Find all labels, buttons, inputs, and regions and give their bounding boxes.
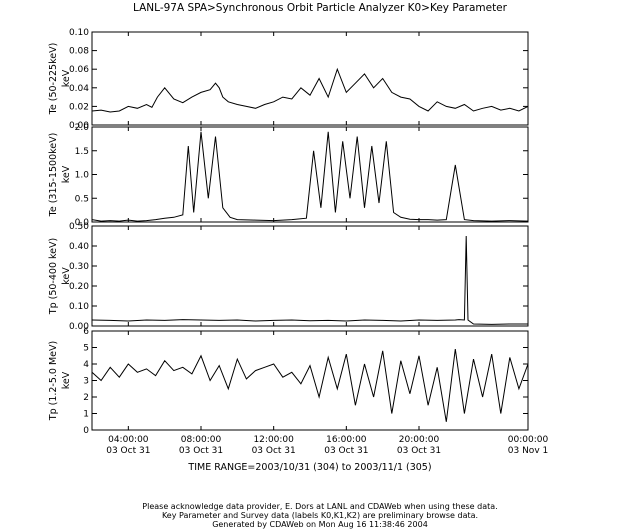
y-tick-label: 1 <box>83 410 89 420</box>
y-tick-label: 0.0 <box>75 218 90 228</box>
y-tick-label: 0.10 <box>69 28 89 38</box>
y-tick-label: 0.00 <box>69 121 89 131</box>
y-axis-unit: keV <box>61 69 72 87</box>
panel-2: 0.0 0.5 1.0 1.5 2.0 Te (315-1500keV) keV <box>48 123 529 228</box>
panel-4: 0 1 2 3 4 5 6 Tp (1.2-5.0 MeV) keV <box>48 327 529 436</box>
y-axis-label: Te (315-1500keV) <box>48 133 59 218</box>
x-tick-date-label: 03 Oct 31 <box>397 446 441 456</box>
y-tick-label: 0.04 <box>69 84 89 94</box>
y-tick-label: 1.0 <box>75 171 90 181</box>
data-series-line <box>91 131 529 222</box>
panel-3: 0.00 0.10 0.20 0.30 0.40 0.50 Tp (50-400 keV) k… <box>48 222 529 332</box>
y-tick-label: 5 <box>83 344 89 354</box>
x-tick-date-label: 03 Oct 31 <box>106 446 150 456</box>
y-tick-label: 0 <box>83 426 89 436</box>
y-tick-label: 0.10 <box>69 302 89 312</box>
x-tick-date-label: 03 Oct 31 <box>179 446 223 456</box>
y-tick-label: 0.08 <box>69 47 89 57</box>
x-tick-date-label: 03 Oct 31 <box>252 446 296 456</box>
x-tick-time-label: 00:00:00 <box>508 435 549 445</box>
y-tick-label: 3 <box>83 377 89 387</box>
footer-line-1: Please acknowledge data provider, E. Dor… <box>142 502 497 511</box>
y-tick-label: 0.30 <box>69 262 89 272</box>
y-tick-label: 0.00 <box>69 322 89 332</box>
y-tick-label: 0.50 <box>69 222 89 232</box>
y-axis-label: Te (50-225keV) <box>48 43 59 116</box>
y-tick-label: 0.20 <box>69 282 89 292</box>
x-tick-time-label: 20:00:00 <box>399 435 440 445</box>
x-tick-date-label: 03 Nov 1 <box>508 446 548 456</box>
data-series-line <box>91 67 529 113</box>
x-tick-time-label: 04:00:00 <box>108 435 149 445</box>
data-series-line <box>91 349 529 422</box>
x-tick-date-label: 03 Oct 31 <box>324 446 368 456</box>
x-tick-time-label: 16:00:00 <box>326 435 367 445</box>
y-axis-unit: keV <box>61 371 72 389</box>
y-axis-label: Tp (1.2-5.0 MeV) <box>48 341 59 421</box>
y-tick-label: 2 <box>83 393 89 403</box>
footer-line-2: Key Parameter and Survey data (labels K0… <box>162 511 478 520</box>
x-tick-time-label: 08:00:00 <box>181 435 222 445</box>
y-tick-label: 0.06 <box>69 65 89 75</box>
y-axis-unit: keV <box>61 165 72 183</box>
y-tick-label: 0.02 <box>69 102 89 112</box>
y-tick-label: 1.5 <box>75 147 89 157</box>
y-tick-label: 0.5 <box>75 194 89 204</box>
chart-title: LANL-97A SPA>Synchronous Orbit Particle … <box>133 2 508 14</box>
y-tick-label: 0.40 <box>69 242 89 252</box>
y-tick-label: 4 <box>83 360 89 370</box>
data-series-line <box>91 235 528 325</box>
y-axis-label: Tp (50-400 keV) <box>48 238 59 315</box>
y-tick-label: 2.0 <box>75 123 90 133</box>
x-tick-time-label: 12:00:00 <box>253 435 294 445</box>
y-tick-label: 6 <box>83 327 89 337</box>
footer-line-3: Generated by CDAWeb on Mon Aug 16 11:38:… <box>212 520 428 529</box>
y-axis-unit: keV <box>61 267 72 285</box>
panel-1: 0.00 0.02 0.04 0.06 0.08 0.10 Te (50-225keV) ke… <box>48 28 529 131</box>
panel-frame <box>91 330 529 431</box>
panel-frame <box>91 225 529 327</box>
panel-frame <box>91 31 529 126</box>
time-range-label: TIME RANGE=2003/10/31 (304) to 2003/11/1… <box>187 462 431 473</box>
